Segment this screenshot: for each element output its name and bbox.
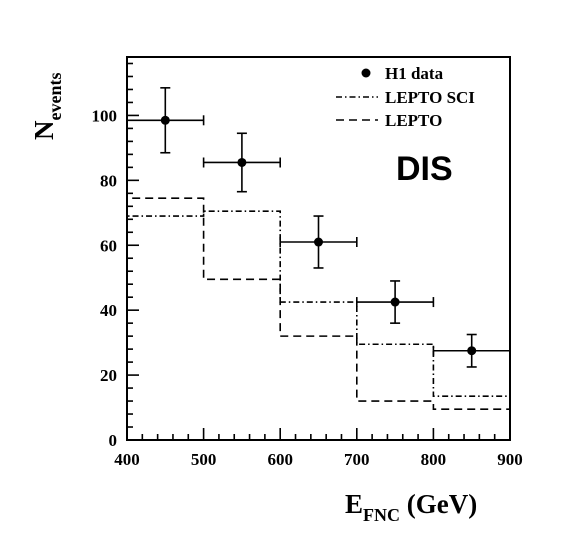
legend-marker-h1-data <box>361 68 371 78</box>
x-axis-title: EFNC (GeV) <box>345 489 477 525</box>
data-points <box>126 87 511 368</box>
y-tick-label: 20 <box>100 366 117 385</box>
data-marker <box>467 346 477 356</box>
y-axis-title-main: N <box>29 120 59 140</box>
data-point <box>202 132 282 193</box>
data-marker <box>237 157 247 167</box>
data-marker <box>314 237 323 247</box>
data-point <box>279 215 358 269</box>
mc-histograms <box>126 197 511 440</box>
x-tick-label: 800 <box>421 450 447 469</box>
x-axis-title-unit: (GeV) <box>400 489 477 519</box>
data-marker <box>160 115 170 125</box>
data-marker <box>390 297 400 307</box>
data-point <box>355 280 435 324</box>
dis-annotation: DIS <box>396 150 453 188</box>
legend-label-lepto-sci: LEPTO SCI <box>385 88 475 107</box>
y-tick-label: 40 <box>100 301 117 320</box>
legend: H1 data LEPTO SCI LEPTO <box>336 64 475 130</box>
x-axis-title-sub: FNC <box>363 505 400 525</box>
legend-label-lepto: LEPTO <box>385 111 442 130</box>
y-axis-title-sub: events <box>45 73 65 121</box>
x-axis-title-main: E <box>345 489 363 519</box>
y-tick-label: 100 <box>92 106 118 125</box>
x-tick-label: 500 <box>191 450 217 469</box>
plot-frame <box>126 56 511 441</box>
y-tick-label: 80 <box>100 171 117 190</box>
y-axis-title: Nevents <box>29 73 65 141</box>
data-point <box>432 333 511 368</box>
data-point <box>126 87 205 154</box>
legend-label-h1-data: H1 data <box>385 64 444 83</box>
lepto-sci-histogram <box>126 210 511 440</box>
y-tick-label: 0 <box>109 431 118 450</box>
tick-labels: 400 500 600 700 800 900 0 20 40 60 80 100 <box>92 106 523 469</box>
lepto-histogram <box>126 197 511 440</box>
x-tick-label: 700 <box>344 450 370 469</box>
x-tick-label: 900 <box>497 450 523 469</box>
x-tick-label: 400 <box>114 450 140 469</box>
x-tick-label: 600 <box>267 450 293 469</box>
y-tick-label: 60 <box>100 236 117 255</box>
